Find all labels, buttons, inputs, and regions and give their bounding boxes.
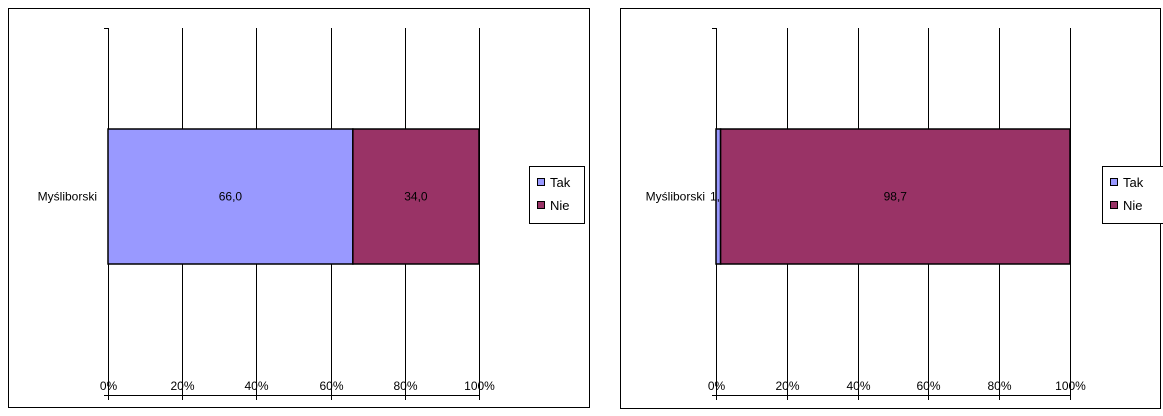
x-tick-label: 100%: [1055, 379, 1086, 393]
x-tick-label: 100%: [464, 379, 495, 393]
x-tick-label: 80%: [393, 379, 417, 393]
data-label: 34,0: [404, 190, 428, 204]
chart-panel-2: 0% 20% 40% 60% 80% 100% 1,3 98,7 Myśliborski Tak N…: [608, 0, 1163, 416]
x-tick-label: 60%: [319, 379, 343, 393]
x-tick-label: 80%: [987, 379, 1011, 393]
chart-panel-1: 0% 20% 40% 60% 80% 100% 66,0 34,0 Myśliborski Tak…: [8, 8, 590, 408]
bar-segment-nie: [719, 128, 1071, 265]
data-label: 98,7: [884, 190, 908, 204]
legend-swatch-nie: [537, 201, 545, 209]
legend-label-nie: Nie: [550, 198, 570, 213]
legend-label-tak: Tak: [1123, 175, 1144, 190]
x-tick-label: 20%: [775, 379, 799, 393]
legend-label-tak: Tak: [550, 175, 571, 190]
x-tick-label: 60%: [916, 379, 940, 393]
x-tick-label: 40%: [846, 379, 870, 393]
legend-label-nie: Nie: [1123, 198, 1143, 213]
data-label: 66,0: [219, 190, 243, 204]
x-tick-label: 20%: [170, 379, 194, 393]
category-label: Myśliborski: [646, 190, 705, 204]
stacked-bar-chart-2: 0% 20% 40% 60% 80% 100%1,3 98,7MyśliborskiTakN…: [620, 8, 1163, 409]
legend-swatch-tak: [537, 178, 545, 186]
x-tick-label: 40%: [244, 379, 268, 393]
legend-box: [529, 166, 585, 224]
category-label: Myśliborski: [38, 190, 97, 204]
legend-swatch-nie: [1110, 201, 1118, 209]
bar-segment-nie: [352, 128, 480, 265]
stacked-bar-chart-1: 0% 20% 40% 60% 80% 100%66,0 34,0MyśliborskiTak…: [8, 8, 590, 408]
legend-swatch-tak: [1110, 178, 1118, 186]
legend-box: [1102, 166, 1163, 224]
